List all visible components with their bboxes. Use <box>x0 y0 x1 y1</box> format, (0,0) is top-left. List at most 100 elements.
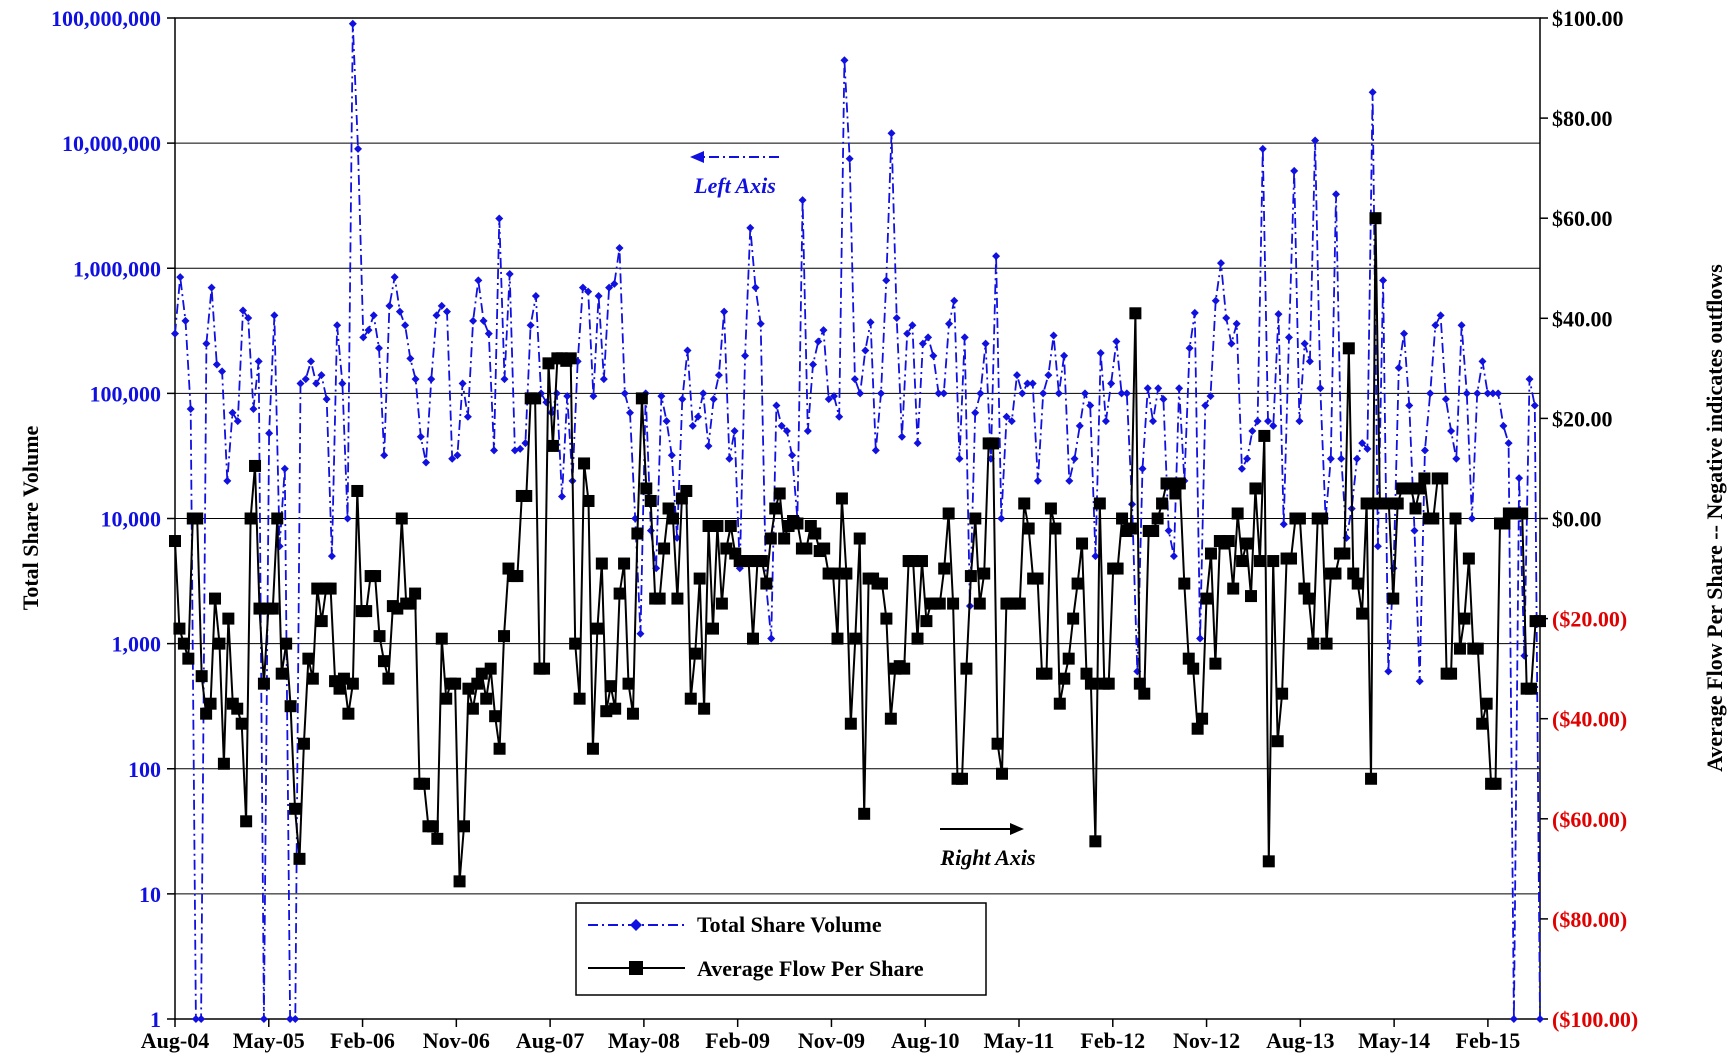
volume-point <box>223 476 232 485</box>
flow-point <box>835 492 848 505</box>
volume-point <box>495 214 504 223</box>
volume-point <box>1054 389 1063 398</box>
flow-point <box>844 717 857 730</box>
flow-point <box>373 630 386 643</box>
volume-point <box>233 417 242 426</box>
flow-point <box>1249 482 1262 495</box>
volume-point <box>1227 339 1236 348</box>
volume-point <box>1373 542 1382 551</box>
flow-point <box>1236 555 1249 568</box>
volume-point <box>1112 337 1121 346</box>
flow-point <box>880 612 893 625</box>
volume-point <box>458 379 467 388</box>
flow-point <box>315 615 328 628</box>
volume-point <box>1379 276 1388 285</box>
volume-point <box>1431 321 1440 330</box>
flow-point <box>1458 612 1471 625</box>
left-tick-label: 1,000,000 <box>73 256 161 281</box>
volume-point <box>181 316 190 325</box>
flow-point <box>1365 772 1378 785</box>
volume-point <box>1295 417 1304 426</box>
volume-point <box>924 333 933 342</box>
flow-point <box>1316 512 1329 525</box>
right-tick-label: ($60.00) <box>1552 807 1627 832</box>
x-axis-tick-labels: Aug-04 May-05 Feb-06 Nov-06 Aug-07 May-08 Feb-… <box>141 1019 1520 1053</box>
flow-point <box>360 605 373 618</box>
volume-point <box>442 307 451 316</box>
flow-point <box>564 352 577 365</box>
flow-point <box>257 677 270 690</box>
flow-point <box>1489 777 1502 790</box>
volume-point <box>1222 314 1231 323</box>
flow-point <box>969 512 982 525</box>
volume-point <box>1185 344 1194 353</box>
flow-point <box>1191 722 1204 735</box>
flow-point <box>1391 497 1404 510</box>
volume-point <box>788 451 797 460</box>
volume-point <box>1483 389 1492 398</box>
volume-point <box>636 629 645 638</box>
flow-point <box>1387 592 1400 605</box>
volume-point <box>1237 464 1246 473</box>
flow-point <box>1053 697 1066 710</box>
volume-point <box>777 421 786 430</box>
flow-point <box>382 672 395 685</box>
volume-point <box>992 252 1001 261</box>
x-tick-label: Aug-13 <box>1266 1028 1334 1053</box>
volume-point <box>521 439 530 448</box>
flow-point <box>635 392 648 405</box>
flow-point <box>293 852 306 865</box>
volume-point <box>490 446 499 455</box>
volume-point <box>448 454 457 463</box>
flow-point <box>240 815 253 828</box>
flow-point <box>711 520 724 533</box>
flow-point <box>644 494 657 507</box>
volume-point <box>218 367 227 376</box>
volume-point <box>1075 421 1084 430</box>
right-tick-label: ($40.00) <box>1552 707 1627 732</box>
volume-point <box>427 375 436 384</box>
volume-point <box>333 321 342 330</box>
volume-point <box>803 427 812 436</box>
flow-point <box>1013 597 1026 610</box>
volume-point <box>950 296 959 305</box>
flow-point <box>1116 512 1129 525</box>
right-axis-annotation: Right Axis <box>939 823 1036 870</box>
volume-point <box>997 514 1006 523</box>
flow-point <box>1151 512 1164 525</box>
flow-point <box>324 582 337 595</box>
volume-point <box>1337 454 1346 463</box>
flow-point <box>417 777 430 790</box>
volume-point <box>1264 417 1273 426</box>
flow-point <box>1156 497 1169 510</box>
left-tick-label: 100,000,000 <box>51 6 161 31</box>
volume-point <box>1049 331 1058 340</box>
volume-point <box>359 333 368 342</box>
volume-point <box>809 360 818 369</box>
volume-point <box>835 412 844 421</box>
volume-point <box>667 451 676 460</box>
volume-point <box>939 389 948 398</box>
volume-point <box>908 321 917 330</box>
flow-point <box>498 630 511 643</box>
flow-point <box>1449 512 1462 525</box>
volume-point <box>348 19 357 28</box>
volume-point <box>1018 389 1027 398</box>
flow-point <box>827 567 840 580</box>
flow-point <box>800 542 813 555</box>
flow-point <box>1298 582 1311 595</box>
volume-point <box>929 351 938 360</box>
flow-point <box>1049 522 1062 535</box>
volume-point <box>730 427 739 436</box>
flow-point <box>715 597 728 610</box>
volume-point <box>484 329 493 338</box>
flow-point <box>1089 835 1102 848</box>
flow-point <box>342 707 355 720</box>
flow-point <box>1040 667 1053 680</box>
flow-point <box>849 632 862 645</box>
volume-point <box>1007 417 1016 426</box>
right-tick-label: ($100.00) <box>1552 1007 1638 1032</box>
flow-point <box>1138 687 1151 700</box>
flow-point <box>1129 307 1142 320</box>
volume-point <box>1525 375 1534 384</box>
